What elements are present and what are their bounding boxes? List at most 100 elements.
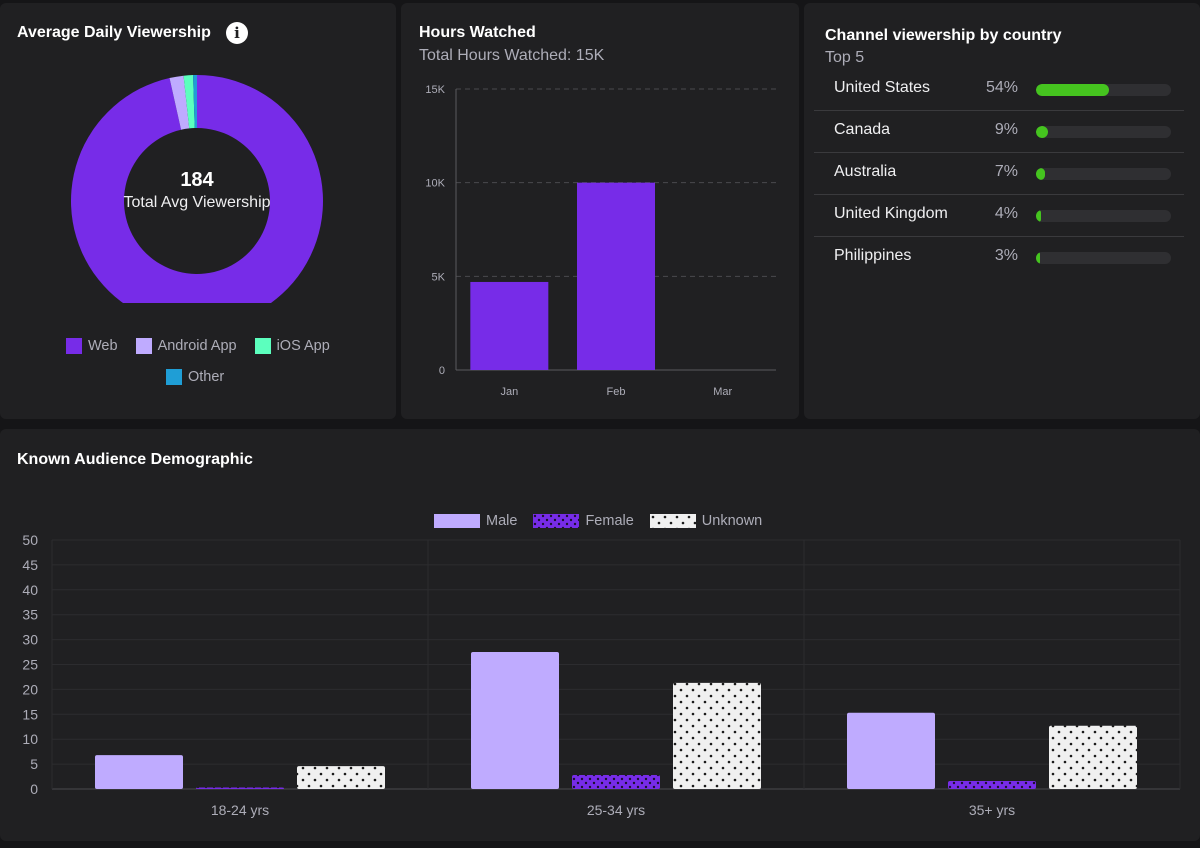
demographic-chart: 0 5 10 15 20 25 30 35 40 45 50 18-24 yrs 25-34 yrs 35…: [22, 532, 1181, 818]
country-bar-fill: [1036, 84, 1109, 96]
country-bar-fill: [1036, 210, 1042, 222]
y-tick-label: 40: [22, 582, 38, 598]
y-tick-label: 45: [22, 557, 38, 573]
bar-unknown-35plus-yrs[interactable]: [1049, 725, 1137, 789]
y-tick-label: 5K: [432, 271, 446, 283]
country-bar-track: [1036, 210, 1171, 222]
country-name: Philippines: [834, 247, 912, 264]
legend-swatch: [533, 514, 580, 528]
legend-swatch: [66, 338, 82, 354]
audience-demographic-card: Known Audience Demographic Male Female U…: [0, 429, 1200, 841]
y-tick-label: 35: [22, 607, 38, 623]
country-row: Canada 9%: [814, 111, 1184, 153]
card-title: Known Audience Demographic: [17, 451, 253, 468]
x-tick-label: 25-34 yrs: [587, 802, 645, 818]
bar-female-18-24-yrs[interactable]: [196, 787, 284, 790]
y-tick-label: 30: [22, 632, 38, 648]
country-name: United Kingdom: [834, 205, 948, 222]
y-tick-label: 15: [22, 706, 38, 722]
bar-jan[interactable]: [470, 281, 549, 370]
country-bar-track: [1036, 168, 1171, 180]
card-title: Hours Watched: [419, 24, 536, 41]
bar-male-18-24-yrs[interactable]: [95, 755, 183, 789]
legend-swatch: [135, 338, 152, 354]
donut-legend-row-2: Other: [166, 369, 224, 385]
legend-male[interactable]: Male: [434, 513, 517, 529]
legend-swatch: [434, 514, 480, 528]
bar-female-25-34-yrs[interactable]: [572, 775, 660, 789]
card-subtitle: Total Hours Watched: 15K: [419, 47, 605, 64]
country-bar-fill: [1036, 252, 1041, 264]
y-tick-label: 20: [22, 681, 38, 697]
country-name: United States: [834, 79, 931, 96]
legend-label: Female: [585, 513, 634, 529]
demographic-legend: Male Female Unknown: [434, 513, 762, 529]
country-row: Philippines 3%: [814, 237, 1184, 279]
y-tick-label: 0: [439, 365, 445, 377]
country-bar-track: [1036, 84, 1171, 96]
hours-watched-chart: 0 5K 10K 15K Jan Feb Mar: [425, 84, 776, 398]
hours-watched-card: Hours Watched Total Hours Watched: 15K 0…: [401, 3, 799, 419]
y-tick-label: 25: [22, 657, 38, 673]
x-tick-label: 35+ yrs: [969, 802, 1015, 818]
country-name: Australia: [834, 163, 897, 180]
country-percent: 54%: [985, 79, 1018, 96]
legend-swatch: [649, 514, 696, 528]
bar-female-35plus-yrs[interactable]: [948, 781, 1036, 789]
legend-label: Male: [486, 513, 518, 529]
bar-male-25-34-yrs[interactable]: [471, 652, 559, 789]
legend-label: Web: [88, 338, 118, 354]
legend-label: Other: [188, 369, 225, 385]
y-tick-label: 0: [30, 781, 38, 797]
y-tick-label: 10K: [425, 178, 445, 190]
legend-swatch: [254, 338, 271, 354]
legend-web[interactable]: Web: [66, 338, 118, 354]
bar-male-35plus-yrs[interactable]: [847, 712, 935, 789]
legend-label: Android App: [157, 338, 237, 354]
legend-female[interactable]: Female: [533, 513, 634, 529]
y-tick-label: 5: [30, 756, 38, 772]
legend-label: iOS App: [276, 338, 330, 354]
country-row: United States 54%: [814, 69, 1184, 111]
country-percent: 7%: [994, 163, 1018, 180]
country-bar-track: [1036, 252, 1171, 264]
legend-swatch: [166, 369, 182, 385]
y-tick-label: 10: [22, 731, 38, 747]
card-title: Average Daily Viewership: [17, 24, 211, 41]
country-viewership-card: Channel viewership by country Top 5 Unit…: [804, 3, 1200, 419]
country-bar-fill: [1036, 168, 1046, 180]
legend-label: Unknown: [701, 513, 763, 529]
bar-feb[interactable]: [577, 182, 655, 370]
country-row: United Kingdom 4%: [814, 195, 1184, 237]
donut-slice-web[interactable]: [71, 75, 323, 303]
legend-ios-app[interactable]: iOS App: [254, 338, 330, 354]
legend-unknown[interactable]: Unknown: [649, 513, 763, 529]
x-tick-label: Jan: [500, 386, 518, 398]
card-subtitle: Top 5: [825, 49, 865, 66]
country-row: Australia 7%: [814, 153, 1184, 195]
legend-android-app[interactable]: Android App: [135, 338, 237, 354]
country-name: Canada: [834, 121, 891, 138]
x-tick-label: 18-24 yrs: [211, 802, 269, 818]
bar-unknown-18-24-yrs[interactable]: [297, 766, 385, 789]
card-title: Channel viewership by country: [825, 27, 1062, 44]
info-icon[interactable]: i: [226, 22, 248, 44]
donut-slice-android-app[interactable]: [169, 75, 190, 130]
country-bar-track: [1036, 126, 1171, 138]
bar-unknown-25-34-yrs[interactable]: [673, 682, 761, 789]
x-tick-label: Feb: [607, 386, 626, 398]
average-daily-viewership-card: Average Daily Viewership i 184 Total Avg…: [0, 3, 396, 419]
country-percent: 4%: [994, 205, 1018, 222]
donut-chart: [71, 75, 323, 303]
total-avg-label: Total Avg Viewership: [123, 194, 271, 211]
donut-slice-ios-app[interactable]: [183, 75, 195, 129]
country-bar-fill: [1036, 126, 1049, 138]
country-percent: 9%: [994, 121, 1018, 138]
legend-other[interactable]: Other: [166, 369, 224, 385]
donut-slice-other[interactable]: [193, 75, 197, 129]
donut-center: 184 Total Avg Viewership: [122, 168, 272, 214]
donut-legend-row-1: Web Android App iOS App: [66, 338, 330, 354]
country-percent: 3%: [994, 247, 1018, 264]
y-tick-label: 50: [22, 532, 38, 548]
x-tick-label: Mar: [713, 386, 732, 398]
